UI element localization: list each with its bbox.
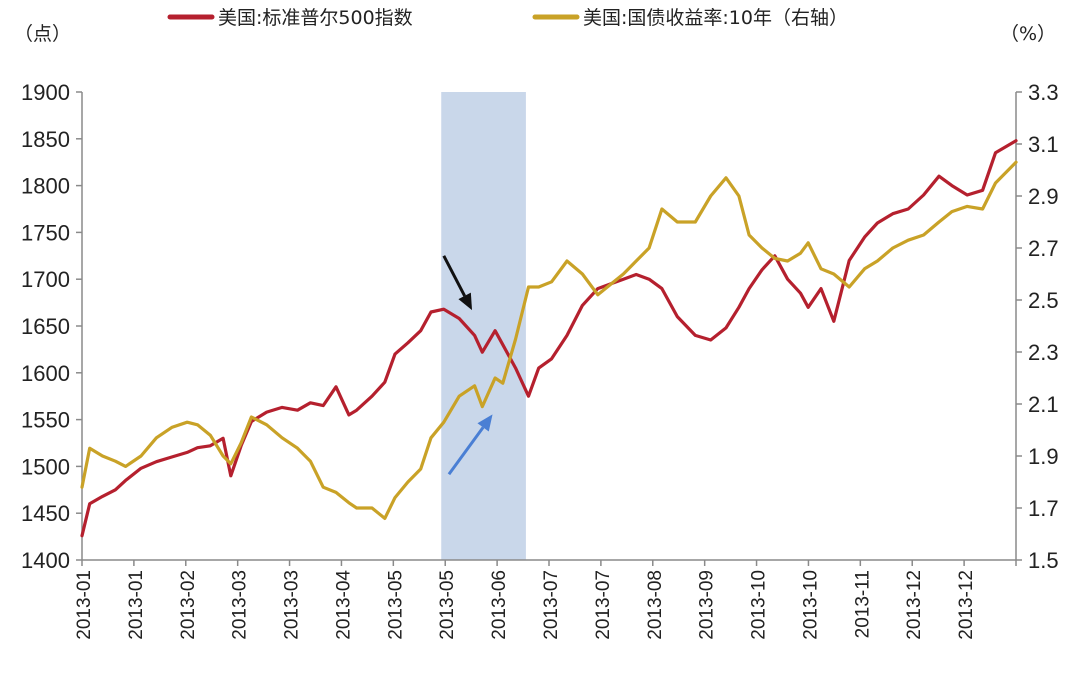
x-tick-label: 2013-07 bbox=[593, 570, 614, 640]
x-tick-label: 2013-06 bbox=[489, 570, 510, 640]
x-tick-label: 2013-02 bbox=[178, 570, 199, 640]
x-tick-label: 2013-07 bbox=[541, 570, 562, 640]
left-tick-label: 1850 bbox=[21, 127, 70, 152]
legend-label: 美国:国债收益率:10年（右轴） bbox=[583, 7, 848, 29]
black-arrow bbox=[442, 255, 473, 311]
left-tick-label: 1600 bbox=[21, 361, 70, 386]
series-layer bbox=[80, 139, 1018, 538]
right-tick-label: 1.5 bbox=[1028, 548, 1059, 573]
highlight-region bbox=[441, 92, 526, 560]
right-unit-label: （%） bbox=[1000, 23, 1056, 45]
left-tick-label: 1700 bbox=[21, 267, 70, 292]
left-tick-label: 1650 bbox=[21, 314, 70, 339]
right-tick-label: 2.3 bbox=[1028, 340, 1059, 365]
x-tick-label: 2013-10 bbox=[749, 570, 770, 640]
left-tick-label: 1500 bbox=[21, 454, 70, 479]
left-tick-label: 1900 bbox=[21, 80, 70, 105]
x-tick-label: 2013-12 bbox=[904, 570, 925, 640]
left-tick-label: 1400 bbox=[21, 548, 70, 573]
x-tick-label: 2013-10 bbox=[800, 570, 821, 640]
left-tick-label: 1800 bbox=[21, 174, 70, 199]
right-tick-label: 3.3 bbox=[1028, 80, 1059, 105]
blue-arrow bbox=[447, 414, 493, 476]
left-tick-label: 1450 bbox=[21, 501, 70, 526]
x-tick-label: 2013-03 bbox=[282, 570, 303, 640]
right-tick-label: 1.9 bbox=[1028, 444, 1059, 469]
left-unit-label: （点） bbox=[14, 23, 71, 45]
right-tick-label: 2.9 bbox=[1028, 184, 1059, 209]
arrow-head bbox=[458, 292, 473, 311]
legend-label: 美国:标准普尔500指数 bbox=[218, 7, 413, 29]
legend-item-treasury: 美国:国债收益率:10年（右轴） bbox=[532, 7, 848, 29]
x-tick-label: 2013-12 bbox=[956, 570, 977, 640]
legend-item-sp500: 美国:标准普尔500指数 bbox=[167, 7, 413, 29]
x-tick-label: 2013-04 bbox=[333, 570, 354, 640]
x-tick-label: 2013-01 bbox=[74, 570, 95, 640]
treasury-yield-line bbox=[80, 160, 1018, 521]
right-tick-label: 2.1 bbox=[1028, 392, 1059, 417]
x-tick-label: 2013-11 bbox=[852, 570, 873, 638]
annotation-layer bbox=[442, 255, 493, 476]
x-tick-label: 2013-05 bbox=[437, 570, 458, 640]
arrow-head bbox=[477, 414, 493, 432]
right-tick-label: 2.5 bbox=[1028, 288, 1059, 313]
right-tick-label: 2.7 bbox=[1028, 236, 1059, 261]
x-tick-label: 2013-08 bbox=[645, 570, 666, 640]
right-tick-label: 1.7 bbox=[1028, 496, 1059, 521]
arrow-shaft bbox=[442, 255, 466, 297]
sp500-line bbox=[80, 139, 1018, 538]
axes: 1400 1450 1500 1550 1600 1650 1700 1750 1800 1850… bbox=[21, 80, 1059, 640]
left-tick-label: 1550 bbox=[21, 408, 70, 433]
x-tick-label: 2013-03 bbox=[230, 570, 251, 640]
x-tick-label: 2013-05 bbox=[385, 570, 406, 640]
right-tick-label: 3.1 bbox=[1028, 132, 1059, 157]
x-tick-label: 2013-09 bbox=[697, 570, 718, 640]
x-tick-label: 2013-01 bbox=[126, 570, 147, 640]
left-tick-label: 1750 bbox=[21, 220, 70, 245]
legend: 美国:标准普尔500指数 美国:国债收益率:10年（右轴） bbox=[167, 7, 848, 29]
arrow-shaft bbox=[447, 426, 485, 476]
